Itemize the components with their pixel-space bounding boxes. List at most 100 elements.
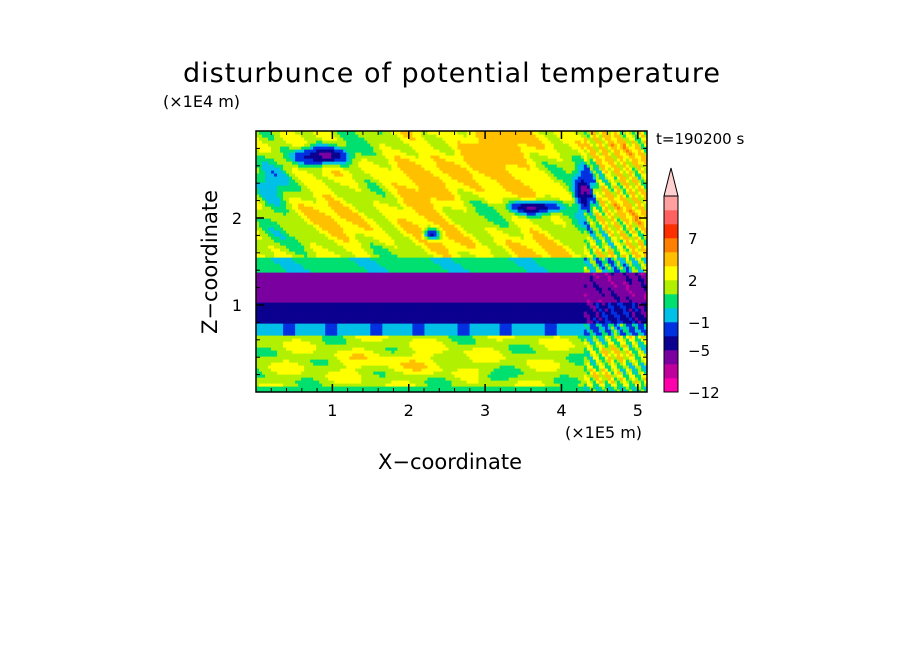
field-cell — [598, 362, 603, 366]
field-cell — [319, 326, 323, 330]
field-cell — [511, 281, 516, 285]
field-cell — [598, 311, 603, 315]
field-cell — [304, 323, 308, 327]
field-cell — [619, 302, 624, 306]
field-cell — [448, 296, 453, 300]
field-cell — [526, 362, 531, 366]
field-cell — [346, 296, 350, 300]
field-cell — [391, 275, 395, 279]
field-cell — [484, 362, 489, 366]
field-cell — [445, 305, 450, 309]
field-cell — [274, 380, 278, 384]
field-cell — [490, 287, 495, 291]
field-cell — [442, 308, 447, 312]
field-cell — [331, 341, 335, 345]
field-cell — [559, 302, 564, 306]
field-cell — [556, 281, 561, 285]
field-cell — [286, 383, 290, 387]
field-cell — [265, 305, 269, 309]
field-cell — [595, 383, 600, 387]
field-cell — [508, 311, 513, 315]
field-cell — [415, 281, 420, 285]
field-cell — [526, 353, 531, 357]
field-cell — [358, 386, 362, 390]
field-cell — [466, 284, 471, 288]
field-cell — [454, 290, 459, 294]
field-cell — [325, 338, 329, 342]
field-cell — [613, 329, 618, 333]
field-cell — [370, 344, 374, 348]
field-cell — [502, 380, 507, 384]
field-cell — [583, 314, 588, 318]
field-cell — [292, 347, 296, 351]
field-cell — [583, 338, 588, 342]
field-cell — [289, 302, 293, 306]
field-cell — [571, 374, 576, 378]
field-cell — [274, 353, 278, 357]
field-cell — [529, 341, 534, 345]
field-cell — [286, 353, 290, 357]
field-cell — [601, 326, 606, 330]
field-cell — [325, 323, 329, 327]
field-cell — [487, 338, 492, 342]
field-cell — [520, 365, 525, 369]
field-cell — [490, 293, 495, 297]
field-cell — [640, 311, 645, 315]
field-cell — [589, 365, 594, 369]
field-cell — [517, 302, 522, 306]
field-cell — [514, 350, 519, 354]
field-cell — [526, 284, 531, 288]
field-cell — [544, 338, 549, 342]
field-cell — [532, 287, 537, 291]
field-cell — [379, 287, 383, 291]
field-cell — [280, 329, 284, 333]
field-cell — [559, 314, 564, 318]
field-cell — [595, 353, 600, 357]
field-cell — [412, 359, 417, 363]
field-cell — [343, 332, 347, 336]
field-cell — [550, 377, 555, 381]
field-cell — [379, 338, 383, 342]
field-cell — [511, 374, 516, 378]
field-cell — [280, 335, 284, 339]
field-cell — [571, 287, 576, 291]
field-cell — [430, 314, 435, 318]
field-cell — [349, 329, 353, 333]
field-cell — [331, 326, 335, 330]
field-cell — [457, 314, 462, 318]
field-cell — [388, 308, 392, 312]
field-cell — [286, 314, 290, 318]
field-cell — [583, 374, 588, 378]
field-cell — [634, 305, 639, 309]
field-cell — [469, 359, 474, 363]
field-cell — [259, 281, 263, 285]
field-cell — [310, 332, 314, 336]
field-cell — [499, 374, 504, 378]
field-cell — [313, 284, 317, 288]
field-cell — [259, 386, 263, 390]
field-cell — [460, 353, 465, 357]
field-cell — [307, 353, 311, 357]
field-cell — [469, 383, 474, 387]
field-cell — [526, 320, 531, 324]
field-cell — [451, 353, 456, 357]
field-cell — [583, 332, 588, 336]
field-cell — [388, 338, 392, 342]
field-cell — [298, 284, 302, 288]
field-cell — [598, 371, 603, 375]
field-cell — [283, 329, 287, 333]
field-cell — [280, 311, 284, 315]
field-cell — [421, 308, 426, 312]
field-cell — [433, 371, 438, 375]
field-cell — [616, 311, 621, 315]
field-cell — [532, 326, 537, 330]
field-cell — [277, 341, 281, 345]
field-cell — [361, 380, 365, 384]
field-cell — [637, 362, 642, 366]
field-cell — [595, 311, 600, 315]
field-cell — [586, 287, 591, 291]
field-cell — [610, 383, 615, 387]
field-cell — [589, 320, 594, 324]
field-cell — [376, 347, 380, 351]
field-cell — [364, 341, 368, 345]
